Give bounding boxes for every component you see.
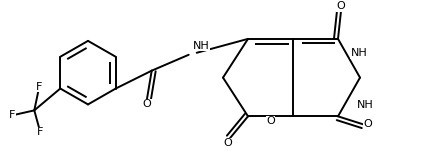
Text: NH: NH (356, 100, 372, 110)
Text: O: O (223, 138, 232, 148)
Text: NH: NH (350, 48, 366, 58)
Text: O: O (142, 99, 151, 109)
Text: O: O (265, 116, 274, 126)
Text: F: F (37, 127, 43, 137)
Text: O: O (363, 119, 372, 129)
Text: F: F (36, 82, 43, 92)
Text: O: O (336, 1, 344, 11)
Text: F: F (9, 110, 15, 120)
Text: NH: NH (192, 41, 209, 51)
